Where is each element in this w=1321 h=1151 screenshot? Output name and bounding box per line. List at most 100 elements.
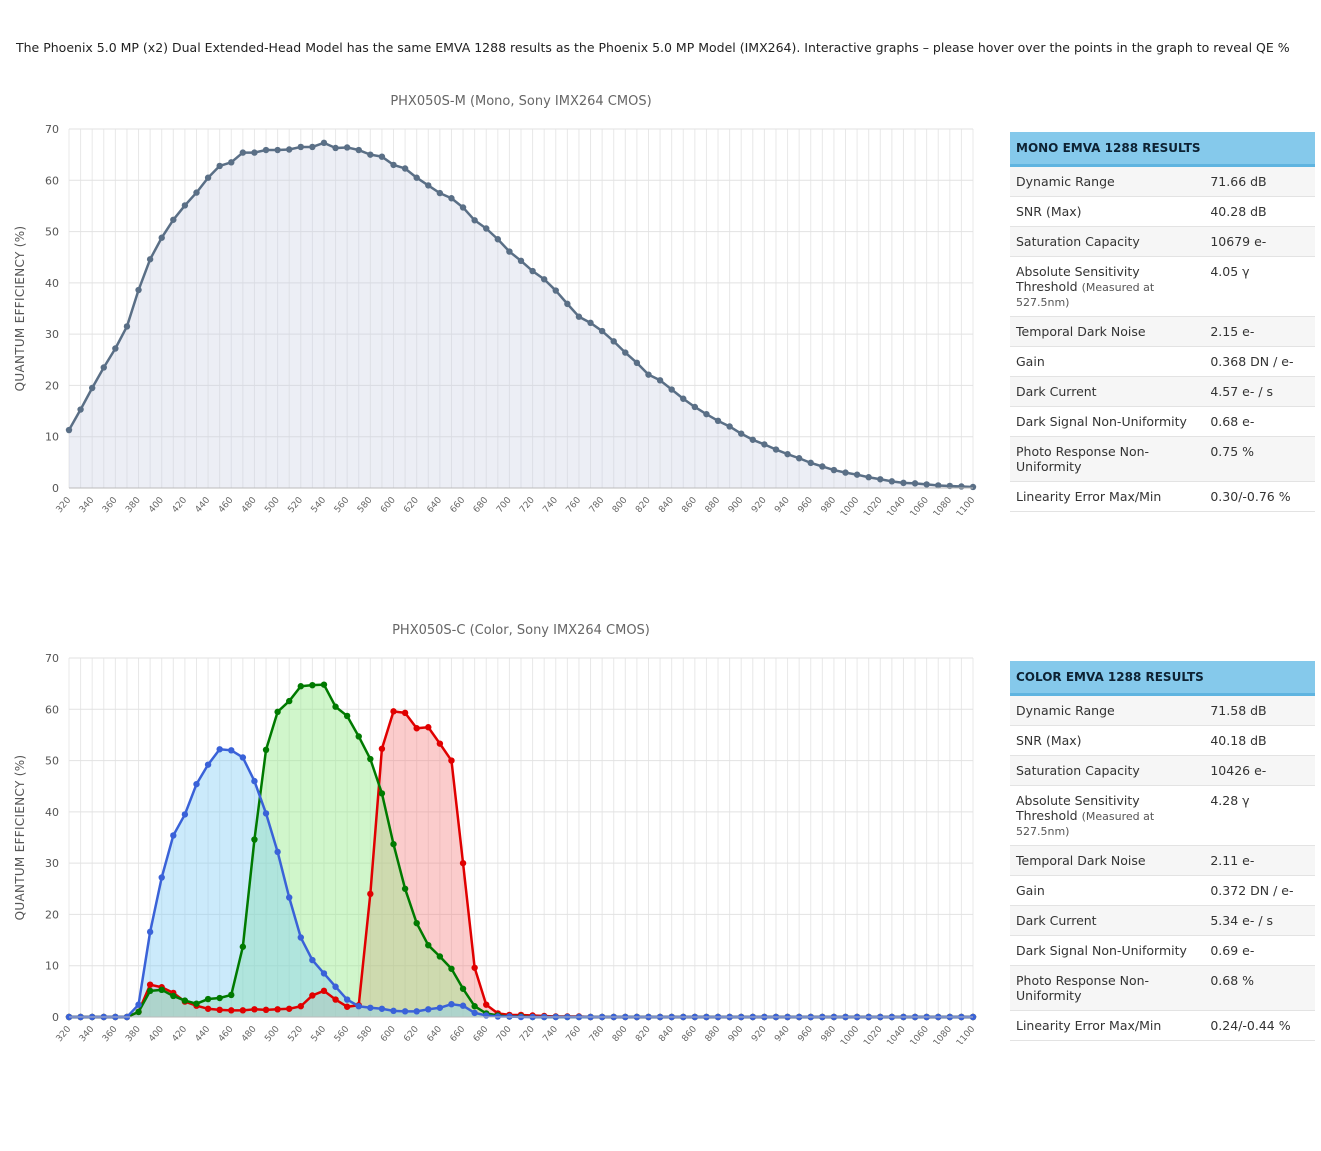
data-point[interactable] — [228, 991, 235, 999]
data-point[interactable] — [390, 161, 397, 169]
data-point[interactable] — [865, 474, 872, 481]
data-point[interactable] — [575, 313, 583, 320]
data-point[interactable] — [935, 482, 942, 489]
data-point[interactable] — [367, 755, 374, 763]
data-point[interactable] — [494, 1013, 502, 1020]
data-point[interactable] — [216, 746, 223, 753]
data-point[interactable] — [506, 248, 513, 255]
data-point[interactable] — [170, 832, 177, 839]
data-point[interactable] — [795, 455, 803, 462]
data-point[interactable] — [228, 159, 235, 166]
data-point[interactable] — [332, 996, 339, 1003]
data-point[interactable] — [286, 146, 293, 153]
data-point[interactable] — [204, 995, 212, 1003]
data-point[interactable] — [135, 286, 142, 294]
data-point[interactable] — [251, 1006, 258, 1013]
data-point[interactable] — [181, 811, 189, 818]
data-point[interactable] — [425, 724, 432, 731]
data-point[interactable] — [483, 1012, 490, 1019]
data-point[interactable] — [262, 746, 270, 753]
data-point[interactable] — [448, 1000, 455, 1008]
data-point[interactable] — [911, 480, 919, 487]
data-point[interactable] — [529, 267, 536, 275]
data-point[interactable] — [714, 417, 722, 425]
data-point[interactable] — [401, 1008, 409, 1015]
data-point[interactable] — [181, 202, 189, 209]
data-point[interactable] — [888, 478, 896, 485]
data-point[interactable] — [251, 777, 258, 785]
data-point[interactable] — [401, 165, 409, 172]
data-point[interactable] — [413, 174, 420, 181]
data-point[interactable] — [274, 708, 281, 716]
data-point[interactable] — [483, 225, 490, 232]
data-point[interactable] — [819, 463, 826, 470]
data-point[interactable] — [262, 810, 270, 817]
data-point[interactable] — [738, 430, 745, 437]
data-point[interactable] — [112, 345, 119, 352]
data-point[interactable] — [274, 146, 281, 154]
data-point[interactable] — [355, 1003, 362, 1010]
data-point[interactable] — [297, 143, 304, 151]
data-point[interactable] — [181, 997, 189, 1004]
data-point[interactable] — [471, 217, 478, 224]
data-point[interactable] — [88, 384, 96, 392]
data-point[interactable] — [135, 1001, 142, 1008]
data-point[interactable] — [378, 790, 386, 797]
data-point[interactable] — [343, 712, 351, 720]
data-point[interactable] — [471, 964, 478, 971]
data-point[interactable] — [309, 956, 316, 964]
data-point[interactable] — [135, 1008, 142, 1016]
data-point[interactable] — [401, 885, 409, 892]
data-point[interactable] — [378, 1005, 386, 1012]
data-point[interactable] — [216, 162, 223, 170]
data-point[interactable] — [680, 395, 687, 402]
data-point[interactable] — [494, 236, 502, 243]
data-point[interactable] — [691, 403, 699, 411]
data-point[interactable] — [332, 144, 339, 152]
data-point[interactable] — [413, 725, 420, 732]
data-point[interactable] — [436, 740, 444, 747]
data-point[interactable] — [274, 848, 281, 856]
data-point[interactable] — [239, 149, 247, 156]
data-point[interactable] — [749, 436, 756, 443]
data-point[interactable] — [401, 709, 409, 717]
data-point[interactable] — [251, 836, 258, 843]
data-point[interactable] — [378, 153, 386, 160]
data-point[interactable] — [193, 780, 200, 788]
data-point[interactable] — [65, 426, 73, 434]
data-point[interactable] — [436, 953, 444, 960]
data-point[interactable] — [297, 934, 304, 941]
data-point[interactable] — [228, 1007, 235, 1014]
data-point[interactable] — [390, 708, 397, 715]
data-point[interactable] — [459, 204, 467, 211]
data-point[interactable] — [355, 146, 362, 154]
data-point[interactable] — [459, 985, 467, 992]
data-point[interactable] — [146, 928, 154, 936]
data-point[interactable] — [842, 469, 849, 476]
data-point[interactable] — [564, 300, 571, 308]
data-point[interactable] — [262, 146, 270, 154]
data-point[interactable] — [367, 151, 374, 158]
data-point[interactable] — [540, 276, 548, 283]
data-point[interactable] — [448, 965, 455, 972]
data-point[interactable] — [320, 970, 328, 977]
data-point[interactable] — [355, 733, 362, 740]
data-point[interactable] — [471, 1009, 478, 1017]
data-point[interactable] — [598, 327, 606, 335]
data-point[interactable] — [286, 1005, 293, 1012]
data-point[interactable] — [587, 319, 594, 327]
data-point[interactable] — [772, 446, 780, 453]
data-point[interactable] — [146, 256, 154, 263]
data-point[interactable] — [216, 994, 223, 1002]
data-point[interactable] — [517, 257, 525, 264]
data-point[interactable] — [204, 1005, 212, 1012]
data-point[interactable] — [923, 481, 930, 488]
data-point[interactable] — [622, 349, 629, 356]
data-point[interactable] — [436, 189, 444, 197]
data-point[interactable] — [309, 992, 316, 999]
data-point[interactable] — [343, 1003, 351, 1010]
data-point[interactable] — [158, 874, 165, 881]
data-point[interactable] — [320, 681, 328, 688]
data-point[interactable] — [958, 483, 965, 490]
data-point[interactable] — [123, 323, 131, 330]
